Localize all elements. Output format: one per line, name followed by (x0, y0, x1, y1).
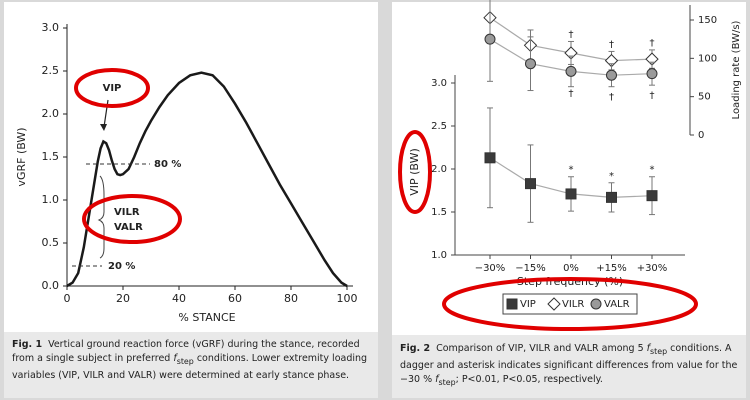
y-tick-label: 1.5 (42, 150, 60, 163)
marker (506, 298, 518, 310)
figure-2: −30% −15% 0% +15% +30% 1.0 1.5 2.0 2.5 3.0 0 50 100 1… (408, 0, 742, 315)
marker (646, 68, 658, 80)
caption-label: Fig. 1 (12, 339, 43, 350)
significance: * (609, 171, 614, 182)
x-tick-label: 0% (563, 263, 579, 274)
caption-segment: f (173, 353, 177, 364)
significance: † (609, 39, 614, 50)
y-tick-label: 1.5 (431, 207, 447, 218)
y-tick-label: 2.5 (42, 64, 60, 77)
x-tick-label: 20 (116, 292, 130, 305)
annotation: 20 % (108, 261, 135, 272)
highlight (398, 130, 432, 214)
caption-2: Fig. 2 Comparison of VIP, VILR and VALR a… (400, 342, 740, 390)
y-tick-label: 1.0 (42, 193, 60, 206)
caption-segment: Vertical ground reaction force (vGRF) du… (12, 339, 360, 364)
y-tick-label: 1.0 (431, 250, 447, 261)
marker (525, 58, 536, 70)
marker (565, 188, 577, 200)
significance: † (569, 29, 574, 40)
caption-box-2 (392, 335, 746, 398)
y2-tick-label: 150 (698, 15, 717, 26)
x-tick-label: 100 (337, 292, 358, 305)
significance: * (650, 165, 655, 176)
y-tick-label: 2.5 (431, 121, 447, 132)
caption-box-1 (4, 332, 378, 398)
marker (646, 190, 658, 202)
x-tick-label: +30% (637, 263, 668, 274)
significance: † (650, 38, 655, 49)
annotation: VILR (114, 207, 140, 218)
y-axis-label: VIP (BW) (408, 148, 421, 196)
caption-segment: Comparison of VIP, VILR and VALR among 5 (436, 343, 647, 354)
y2-tick-label: 100 (698, 53, 717, 64)
significance: † (650, 91, 655, 102)
y2-tick-label: 0 (698, 130, 704, 141)
y-tick-label: 3.0 (42, 21, 60, 34)
caption-text: Vertical ground reaction force (vGRF) du… (12, 339, 367, 381)
caption-segment: conditions. A dagger and asterisk indica… (400, 343, 738, 385)
x-tick-label: 60 (228, 292, 242, 305)
highlight (74, 68, 150, 108)
y-tick-label: 2.0 (431, 164, 447, 175)
marker (547, 297, 561, 311)
x-axis-label: % STANCE (178, 311, 235, 324)
bracket (97, 175, 105, 259)
caption-segment: ; P<0.01, P<0.05, respectively. (455, 373, 603, 385)
y2-tick-label: 50 (698, 92, 711, 103)
y-tick-label: 3.0 (431, 78, 447, 89)
legend-box (502, 293, 638, 315)
legend-label: VIP (520, 299, 536, 310)
vgrf-line (66, 71, 348, 288)
highlight (442, 277, 698, 331)
annotation: 80 % (154, 159, 181, 170)
marker (565, 65, 577, 77)
highlight (82, 194, 182, 244)
caption-segment: f (646, 343, 651, 354)
caption-label: Fig. 2 (400, 343, 431, 354)
legend-label: VILR (562, 299, 584, 310)
marker (606, 69, 617, 81)
legend-label: VALR (604, 299, 630, 310)
marker (484, 33, 496, 45)
x-tick-label: 0 (64, 292, 71, 305)
caption-segment: step (176, 356, 194, 366)
caption-1: Fig. 1 Vertical ground reaction force (vG… (12, 338, 372, 383)
marker (606, 191, 617, 203)
caption-text: Comparison of VIP, VILR and VALR among 5… (400, 343, 738, 387)
significance: * (569, 165, 574, 176)
significance: † (609, 92, 614, 103)
y2-axis-label: Loading rate (BW/s) (731, 20, 742, 119)
arrow-head (100, 124, 107, 131)
caption-segment: step (650, 346, 668, 356)
figure-1: 0 20 40 60 80 100 0.0 0.5 1.0 1.5 2.0 2.5 3.0 % STANC… (15, 21, 358, 324)
caption-segment: conditions. Lower extremity loading vari… (12, 353, 368, 381)
caption-segment: step (438, 377, 456, 387)
significance: † (569, 88, 574, 99)
caption-segment: f (435, 373, 439, 385)
y-axis-label: vGRF (BW) (15, 127, 28, 186)
annotation: VALR (114, 222, 143, 233)
annotation: VIP (103, 83, 122, 94)
x-tick-label: 80 (284, 292, 298, 305)
y-tick-label: 0.0 (42, 279, 60, 292)
marker (484, 152, 496, 164)
marker (590, 298, 602, 310)
x-tick-label: −15% (515, 263, 546, 274)
x-tick-label: −30% (475, 263, 506, 274)
marker (525, 178, 536, 190)
y-tick-label: 0.5 (42, 236, 60, 249)
y-tick-label: 2.0 (42, 107, 60, 120)
x-tick-label: +15% (596, 263, 627, 274)
x-tick-label: 40 (172, 292, 186, 305)
